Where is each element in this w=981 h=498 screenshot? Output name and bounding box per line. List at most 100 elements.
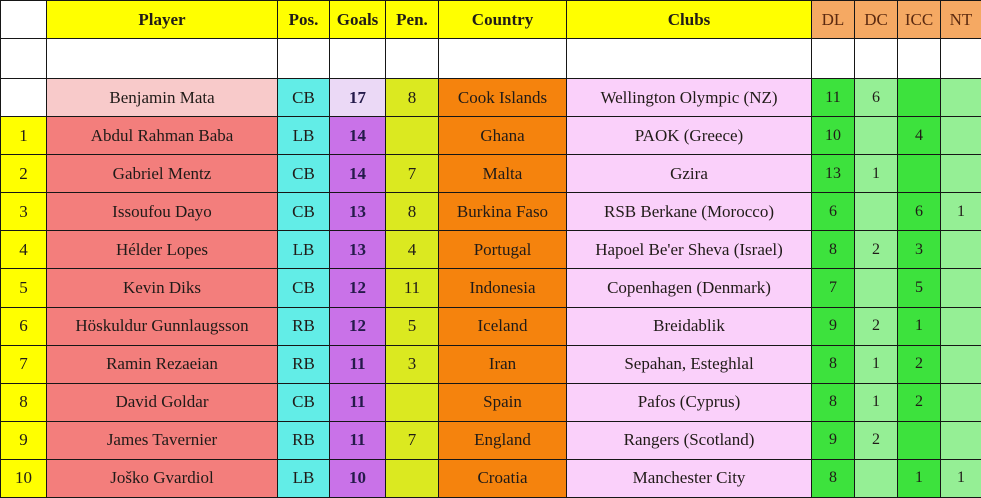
cell-goals: 11	[329, 420, 386, 460]
cell-pos: RB	[277, 344, 330, 384]
cell-player: Issoufou Dayo	[46, 192, 278, 232]
cell-icc: 1	[897, 306, 941, 346]
player-row-6: 6 Höskuldur Gunnlaugsson RB 12 5 Iceland Breid…	[0, 306, 981, 346]
cell-pen	[385, 382, 439, 422]
cell-player: Abdul Rahman Baba	[46, 116, 278, 156]
cell-rank: 9	[0, 420, 47, 460]
cell-rank	[0, 78, 47, 118]
cell-pen: 7	[385, 154, 439, 194]
cell-player: Ramin Rezaeian	[46, 344, 278, 384]
cell-pos: CB	[277, 154, 330, 194]
cell-rank: 5	[0, 268, 47, 308]
cell-icc: 3	[897, 230, 941, 270]
cell-rank: 4	[0, 230, 47, 270]
column-header-player: Player	[46, 0, 278, 39]
cell-rank: 6	[0, 306, 47, 346]
cell-player: Kevin Diks	[46, 268, 278, 308]
spacer-cell-dl	[811, 37, 855, 80]
cell-pen: 7	[385, 420, 439, 460]
cell-pos: CB	[277, 382, 330, 422]
player-row-7: 7 Ramin Rezaeian RB 11 3 Iran Sepahan, Esteghl…	[0, 344, 981, 384]
cell-dl: 10	[811, 116, 855, 156]
cell-rank: 7	[0, 344, 47, 384]
cell-dc: 1	[854, 344, 898, 384]
cell-dc: 1	[854, 382, 898, 422]
cell-country: Iran	[438, 344, 567, 384]
cell-country: Spain	[438, 382, 567, 422]
column-header-icc: ICC	[897, 0, 941, 39]
cell-pen: 8	[385, 192, 439, 232]
player-row-5: 5 Kevin Diks CB 12 11 Indonesia Copenhagen (De…	[0, 268, 981, 308]
cell-goals: 11	[329, 382, 386, 422]
cell-goals: 14	[329, 116, 386, 156]
cell-dl: 7	[811, 268, 855, 308]
spacer-cell-rank	[0, 37, 47, 80]
cell-pos: RB	[277, 306, 330, 346]
cell-pen	[385, 458, 439, 498]
cell-icc: 6	[897, 192, 941, 232]
cell-pos: LB	[277, 230, 330, 270]
cell-icc: 5	[897, 268, 941, 308]
player-row-2: 2 Gabriel Mentz CB 14 7 Malta Gzira 13 1	[0, 154, 981, 194]
column-header-pos: Pos.	[277, 0, 330, 39]
column-header-dl: DL	[811, 0, 855, 39]
cell-pen: 4	[385, 230, 439, 270]
cell-clubs: PAOK (Greece)	[566, 116, 812, 156]
cell-player: David Goldar	[46, 382, 278, 422]
column-header-clubs: Clubs	[566, 0, 812, 39]
cell-pen	[385, 116, 439, 156]
cell-pen: 5	[385, 306, 439, 346]
spacer-row	[0, 37, 981, 80]
cell-dl: 13	[811, 154, 855, 194]
cell-country: Indonesia	[438, 268, 567, 308]
cell-player: Joško Gvardiol	[46, 458, 278, 498]
spacer-cell-clubs	[566, 37, 812, 80]
cell-goals: 11	[329, 344, 386, 384]
cell-pen: 8	[385, 78, 439, 118]
cell-player: Hélder Lopes	[46, 230, 278, 270]
spacer-cell-icc	[897, 37, 941, 80]
cell-dc	[854, 268, 898, 308]
cell-icc	[897, 78, 941, 118]
cell-dc: 6	[854, 78, 898, 118]
cell-player: James Tavernier	[46, 420, 278, 460]
cell-rank: 10	[0, 458, 47, 498]
cell-nt	[940, 420, 981, 460]
cell-icc: 4	[897, 116, 941, 156]
spacer-cell-nt	[940, 37, 981, 80]
cell-goals: 14	[329, 154, 386, 194]
cell-rank: 8	[0, 382, 47, 422]
player-row-3: 3 Issoufou Dayo CB 13 8 Burkina Faso RSB Berka…	[0, 192, 981, 232]
cell-clubs: Hapoel Be'er Sheva (Israel)	[566, 230, 812, 270]
player-row-unranked: Benjamin Mata CB 17 8 Cook Islands Wellington…	[0, 78, 981, 118]
player-row-1: 1 Abdul Rahman Baba LB 14 Ghana PAOK (Greece)…	[0, 116, 981, 156]
cell-goals: 12	[329, 268, 386, 308]
cell-clubs: Wellington Olympic (NZ)	[566, 78, 812, 118]
spacer-cell-country	[438, 37, 567, 80]
cell-dc	[854, 192, 898, 232]
cell-country: Ghana	[438, 116, 567, 156]
cell-dl: 8	[811, 344, 855, 384]
cell-goals: 12	[329, 306, 386, 346]
cell-dc: 2	[854, 230, 898, 270]
cell-player: Gabriel Mentz	[46, 154, 278, 194]
cell-icc: 2	[897, 382, 941, 422]
cell-dl: 8	[811, 458, 855, 498]
cell-dl: 8	[811, 230, 855, 270]
cell-pos: LB	[277, 458, 330, 498]
cell-pen: 11	[385, 268, 439, 308]
cell-pos: CB	[277, 192, 330, 232]
cell-country: Malta	[438, 154, 567, 194]
cell-country: Croatia	[438, 458, 567, 498]
cell-dl: 9	[811, 306, 855, 346]
cell-clubs: Gzira	[566, 154, 812, 194]
cell-nt: 1	[940, 458, 981, 498]
spacer-cell-pen	[385, 37, 439, 80]
cell-rank: 2	[0, 154, 47, 194]
cell-dl: 9	[811, 420, 855, 460]
cell-nt	[940, 154, 981, 194]
cell-pos: RB	[277, 420, 330, 460]
cell-goals: 17	[329, 78, 386, 118]
